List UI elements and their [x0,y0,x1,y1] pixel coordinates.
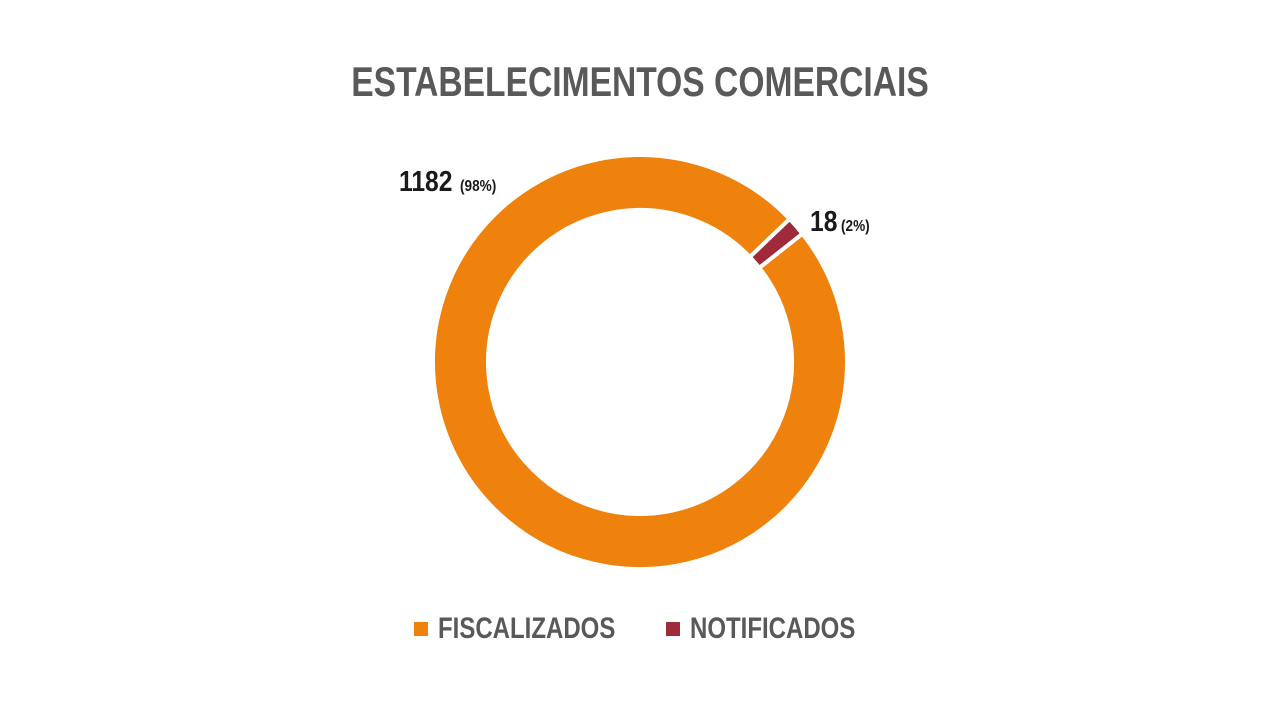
data-label-fiscalizados: 1182 (98%) [399,166,503,199]
chart-title: ESTABELECIMENTOS COMERCIAIS [351,58,929,105]
legend-label: NOTIFICADOS [689,612,855,645]
legend-item-notificados[interactable]: NOTIFICADOS [665,612,867,646]
legend: FISCALIZADOS NOTIFICADOS [0,612,1280,646]
legend-swatch-notificados [665,622,680,636]
data-label-value: 18 [810,206,838,238]
data-label-percent: (98%) [460,178,497,195]
data-label-notificados: 18 (2%) [810,206,875,239]
legend-item-fiscalizados[interactable]: FISCALIZADOS [413,612,630,646]
data-label-percent: (2%) [840,218,870,235]
donut-slice-fiscalizados[interactable] [431,153,849,571]
data-label-value: 1182 [399,166,453,198]
legend-label: FISCALIZADOS [437,612,616,645]
donut-slice-notificados[interactable] [747,216,806,271]
legend-swatch-fiscalizados [413,622,428,636]
